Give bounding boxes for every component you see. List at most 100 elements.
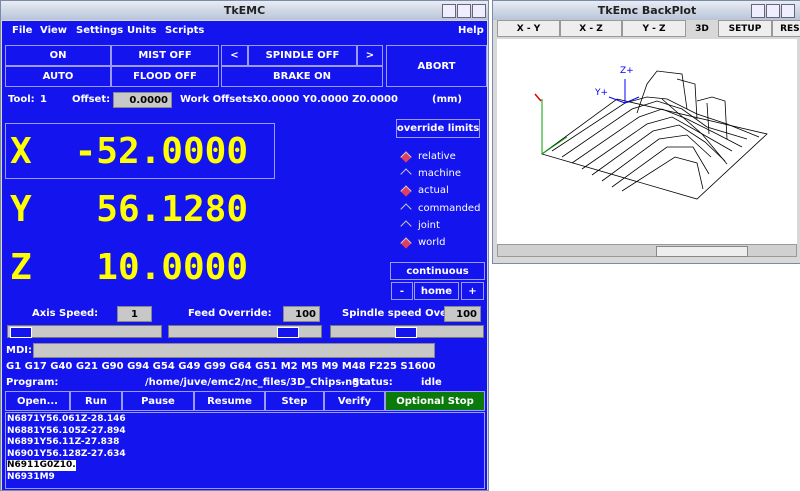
mdi-label: MDI: [6, 345, 32, 356]
slider-thumb[interactable] [10, 327, 32, 338]
view-tab[interactable]: 3D [686, 20, 718, 37]
close-button[interactable] [472, 4, 486, 18]
program-line: N6901Y56.128Z-27.634 [7, 448, 126, 459]
maximize-button[interactable] [457, 4, 471, 18]
view-tab[interactable]: RESET [772, 20, 800, 37]
jog-mode-button[interactable]: continuous [390, 262, 485, 280]
tool-label: Tool: [8, 94, 35, 105]
tool-number: 1 [40, 94, 47, 105]
spindle-up-button[interactable]: > [357, 45, 383, 66]
override-limits-button[interactable]: override limits [396, 119, 480, 138]
menu-item[interactable]: File [12, 25, 33, 36]
view-tab[interactable]: Y - Z [622, 20, 686, 37]
coord-option[interactable]: joint [418, 219, 440, 231]
coord-option[interactable]: machine [418, 168, 461, 180]
flood-button[interactable]: FLOOD OFF [111, 66, 219, 87]
origin-axes [608, 79, 640, 104]
abort-button[interactable]: ABORT [386, 45, 487, 87]
window-title: TkEMC [223, 4, 266, 17]
dro-frame [5, 123, 275, 179]
feed-override-label: Feed Override: [188, 308, 272, 319]
spindle-button[interactable]: SPINDLE OFF [248, 45, 357, 66]
view-tab[interactable]: X - Y [497, 20, 560, 37]
scrollbar[interactable] [497, 244, 797, 257]
program-line: N6891Y56.11Z-27.838 [7, 437, 120, 447]
program-button[interactable]: Verify [324, 391, 385, 411]
program-path: /home/juve/emc2/nc_files/3D_Chips.ngc [145, 377, 366, 388]
mdi-entry[interactable] [33, 343, 435, 358]
menu-item[interactable]: Scripts [165, 25, 205, 36]
scroll-thumb[interactable] [656, 246, 748, 257]
view-tab[interactable]: SETUP [718, 20, 772, 37]
mode-button[interactable]: AUTO [5, 66, 111, 87]
canvas-bg [497, 39, 797, 244]
spindle-override-field: 100 [444, 306, 481, 322]
axis-label: Z+ [620, 66, 634, 76]
dro-axis: Y [10, 189, 32, 230]
slider-thumb[interactable] [395, 327, 417, 338]
program-button[interactable]: Step [265, 391, 324, 411]
mist-button[interactable]: MIST OFF [111, 45, 219, 66]
menu-item[interactable]: Help [458, 25, 484, 36]
work-offsets: X0.0000 Y0.0000 Z0.0000 [253, 94, 398, 105]
active-gcodes: G1 G17 G40 G21 G90 G94 G54 G49 G99 G64 G… [6, 361, 436, 372]
program-button[interactable]: Resume [194, 391, 265, 411]
radio-selected[interactable] [400, 237, 412, 249]
view-tab[interactable]: X - Z [560, 20, 622, 37]
plot-canvas: Z+ Y+ [497, 39, 797, 244]
menu-item[interactable]: View [40, 25, 68, 36]
spindle-down-button[interactable]: < [221, 45, 248, 66]
minimize-button[interactable] [751, 4, 765, 18]
dro-axis: X [10, 131, 32, 172]
radio-selected[interactable] [400, 151, 412, 163]
slider[interactable] [168, 325, 322, 338]
axes [541, 99, 568, 155]
radio[interactable] [400, 202, 412, 215]
offset-field: 0.0000 [113, 92, 172, 108]
coord-option[interactable]: relative [418, 151, 456, 162]
program-button[interactable]: Optional Stop [385, 391, 485, 411]
spindle-override-label: Spindle speed Override: [342, 308, 479, 319]
title-bar: TkEMC [1, 1, 488, 20]
slider-thumb[interactable] [277, 327, 299, 338]
slider[interactable] [7, 325, 162, 338]
main-panel: File View Settings Units Scripts Help ON MIST O… [2, 21, 487, 490]
units: (mm) [432, 94, 462, 105]
program-button[interactable]: Pause [122, 391, 194, 411]
work-offsets-label: Work Offsets: [180, 94, 257, 105]
program-line: N6931M9 [7, 471, 55, 482]
feed-override-field: 100 [283, 306, 320, 322]
coord-option[interactable]: world [418, 237, 446, 248]
menu-item[interactable]: Units [127, 25, 157, 36]
dro-value: -52.0000 [74, 131, 248, 172]
tkemc-window: TkEMC File View Settings Units Scripts Help ON… [0, 0, 489, 491]
window-title: TkEmc BackPlot [597, 4, 697, 17]
jog-minus-button[interactable]: - [391, 282, 413, 300]
coord-option[interactable]: actual [418, 185, 449, 197]
radio[interactable] [400, 220, 412, 232]
offset-label: Offset: [72, 94, 111, 105]
maximize-button[interactable] [766, 4, 780, 18]
slider[interactable] [330, 325, 484, 338]
program-label: Program: [6, 377, 59, 388]
title-bar: TkEmc BackPlot [493, 1, 800, 20]
program-button[interactable]: Open... [5, 391, 70, 411]
on-button[interactable]: ON [5, 45, 111, 66]
brake-button[interactable]: BRAKE ON [221, 66, 383, 87]
coord-option[interactable]: commanded [418, 202, 481, 214]
axis-label: Y+ [594, 88, 608, 98]
toolpath [541, 70, 768, 200]
dro-axis: Z [10, 247, 32, 288]
radio[interactable] [400, 168, 412, 180]
close-button[interactable] [781, 4, 795, 18]
menu-item[interactable]: Settings [76, 25, 124, 36]
minimize-button[interactable] [442, 4, 456, 18]
status-value: idle [421, 377, 442, 388]
radio-selected[interactable] [400, 185, 412, 198]
program-button[interactable]: Run [70, 391, 122, 411]
program-line: N6871Y56.061Z-28.146 [7, 414, 126, 424]
axis-speed-field: 1 [117, 306, 152, 322]
home-button[interactable]: home [414, 282, 459, 300]
jog-plus-button[interactable]: + [461, 282, 484, 300]
